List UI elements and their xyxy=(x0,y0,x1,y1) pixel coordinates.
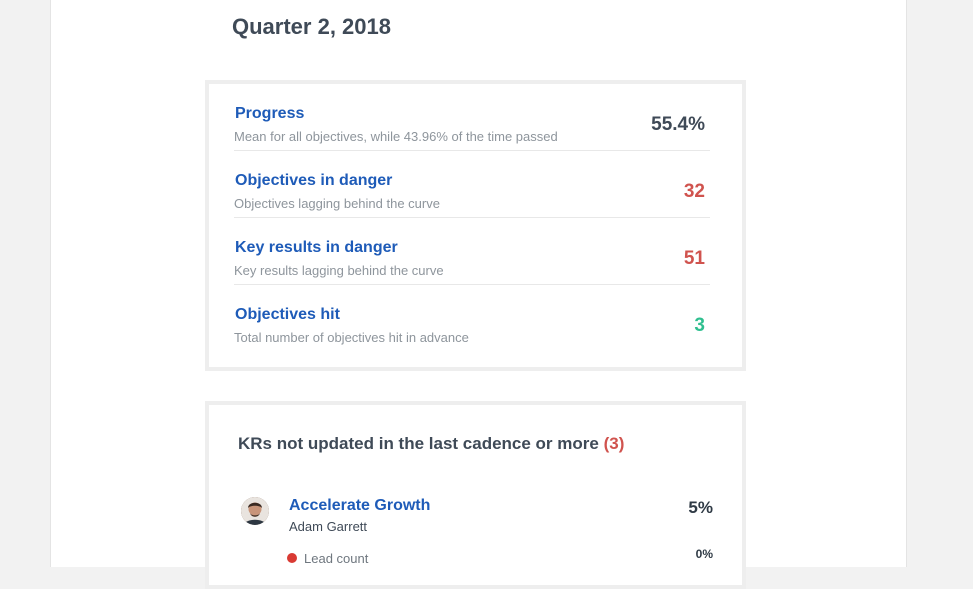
avatar xyxy=(241,497,269,525)
stat-title-objectives-in-danger[interactable]: Objectives in danger xyxy=(235,172,393,189)
avatar-photo-icon xyxy=(241,497,269,525)
stat-row-progress: Progress Mean for all objectives, while … xyxy=(234,84,710,151)
stat-value-progress: 55.4% xyxy=(651,114,705,135)
kr-name[interactable]: Accelerate Growth xyxy=(289,497,431,514)
kr-owner: Adam Garrett xyxy=(289,519,368,534)
stat-desc-objectives-hit: Total number of objectives hit in advanc… xyxy=(234,330,469,345)
page-title: Quarter 2, 2018 xyxy=(232,14,391,39)
stat-title-objectives-hit[interactable]: Objectives hit xyxy=(235,306,340,323)
sub-kr-label: Lead count xyxy=(304,551,369,566)
stat-desc-objectives-in-danger: Objectives lagging behind the curve xyxy=(234,196,440,211)
stat-desc-key-results-in-danger: Key results lagging behind the curve xyxy=(234,263,444,278)
status-dot-icon xyxy=(287,553,297,563)
stale-krs-heading-text: KRs not updated in the last cadence or m… xyxy=(238,434,599,453)
stat-desc-progress: Mean for all objectives, while 43.96% of… xyxy=(234,129,558,144)
sub-kr-percent: 0% xyxy=(695,547,713,561)
stale-krs-card: KRs not updated in the last cadence or m… xyxy=(205,401,746,589)
stale-krs-count: (3) xyxy=(603,434,625,453)
stat-title-key-results-in-danger[interactable]: Key results in danger xyxy=(235,239,398,256)
stat-row-key-results-in-danger: Key results in danger Key results laggin… xyxy=(234,218,710,285)
stale-krs-heading: KRs not updated in the last cadence or m… xyxy=(238,434,624,454)
summary-stats-card: Progress Mean for all objectives, while … xyxy=(205,80,746,371)
kr-percent: 5% xyxy=(688,498,713,517)
stat-value-objectives-hit: 3 xyxy=(694,315,705,336)
stat-title-progress[interactable]: Progress xyxy=(235,105,305,122)
stat-value-objectives-in-danger: 32 xyxy=(683,181,705,202)
stat-row-objectives-hit: Objectives hit Total number of objective… xyxy=(234,285,710,351)
stat-value-key-results-in-danger: 51 xyxy=(683,248,705,269)
stat-row-objectives-in-danger: Objectives in danger Objectives lagging … xyxy=(234,151,710,218)
